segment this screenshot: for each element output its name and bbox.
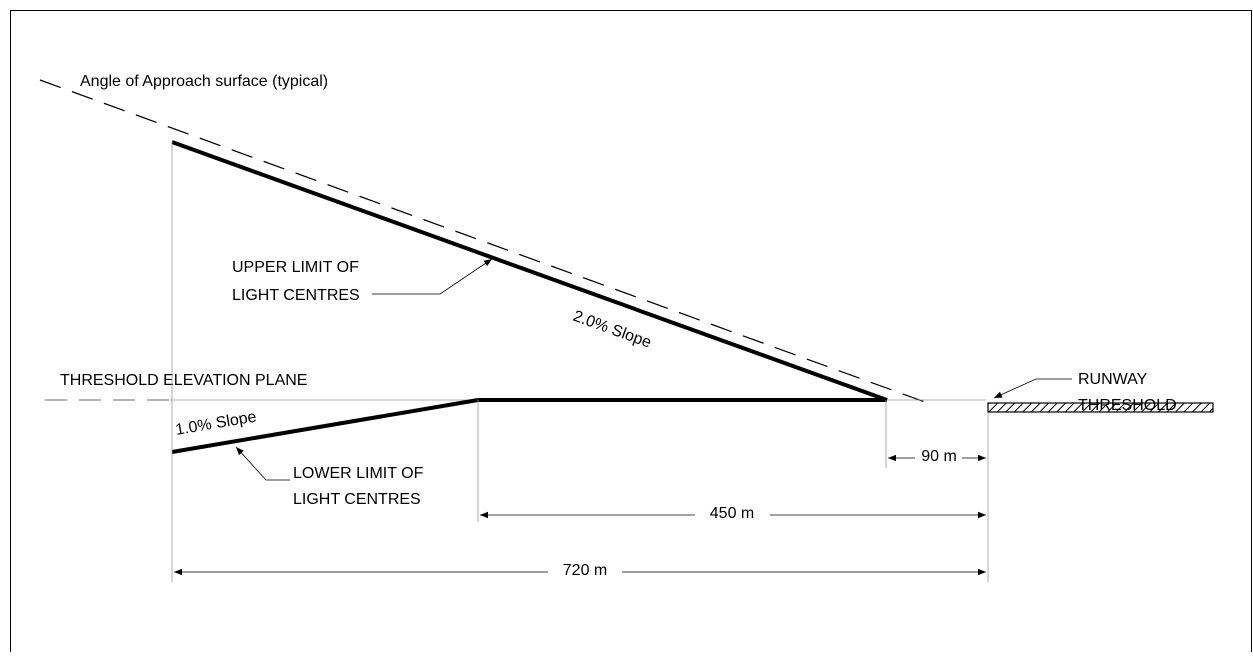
runway [987,402,1214,413]
upper-limit-line [171,140,888,402]
runway-leader [993,378,1072,399]
dim-label: 450 m [710,505,754,522]
dim-label: 720 m [563,562,607,579]
frame [10,10,1252,657]
upper-leader [372,258,493,295]
dim-label: 90 m [921,448,957,465]
approach-line [39,79,926,403]
upper-label-2: LIGHT CENTRES [232,287,360,304]
approach-label: Angle of Approach surface (typical) [80,73,328,90]
runway-label-2: THRESHOLD [1078,397,1177,414]
lower-slope-label: 1.0% Slope [174,409,258,439]
lower-label-2: LIGHT CENTRES [293,491,421,508]
lower-leader [235,446,290,481]
upper-label-1: UPPER LIMIT OF [232,259,359,276]
plane-label: THRESHOLD ELEVATION PLANE [60,372,307,389]
lower-limit-line [171,398,479,454]
runway-label-1: RUNWAY [1078,371,1148,388]
lower-label-1: LOWER LIMIT OF [293,465,424,482]
upper-slope-label: 2.0% Slope [571,308,654,352]
